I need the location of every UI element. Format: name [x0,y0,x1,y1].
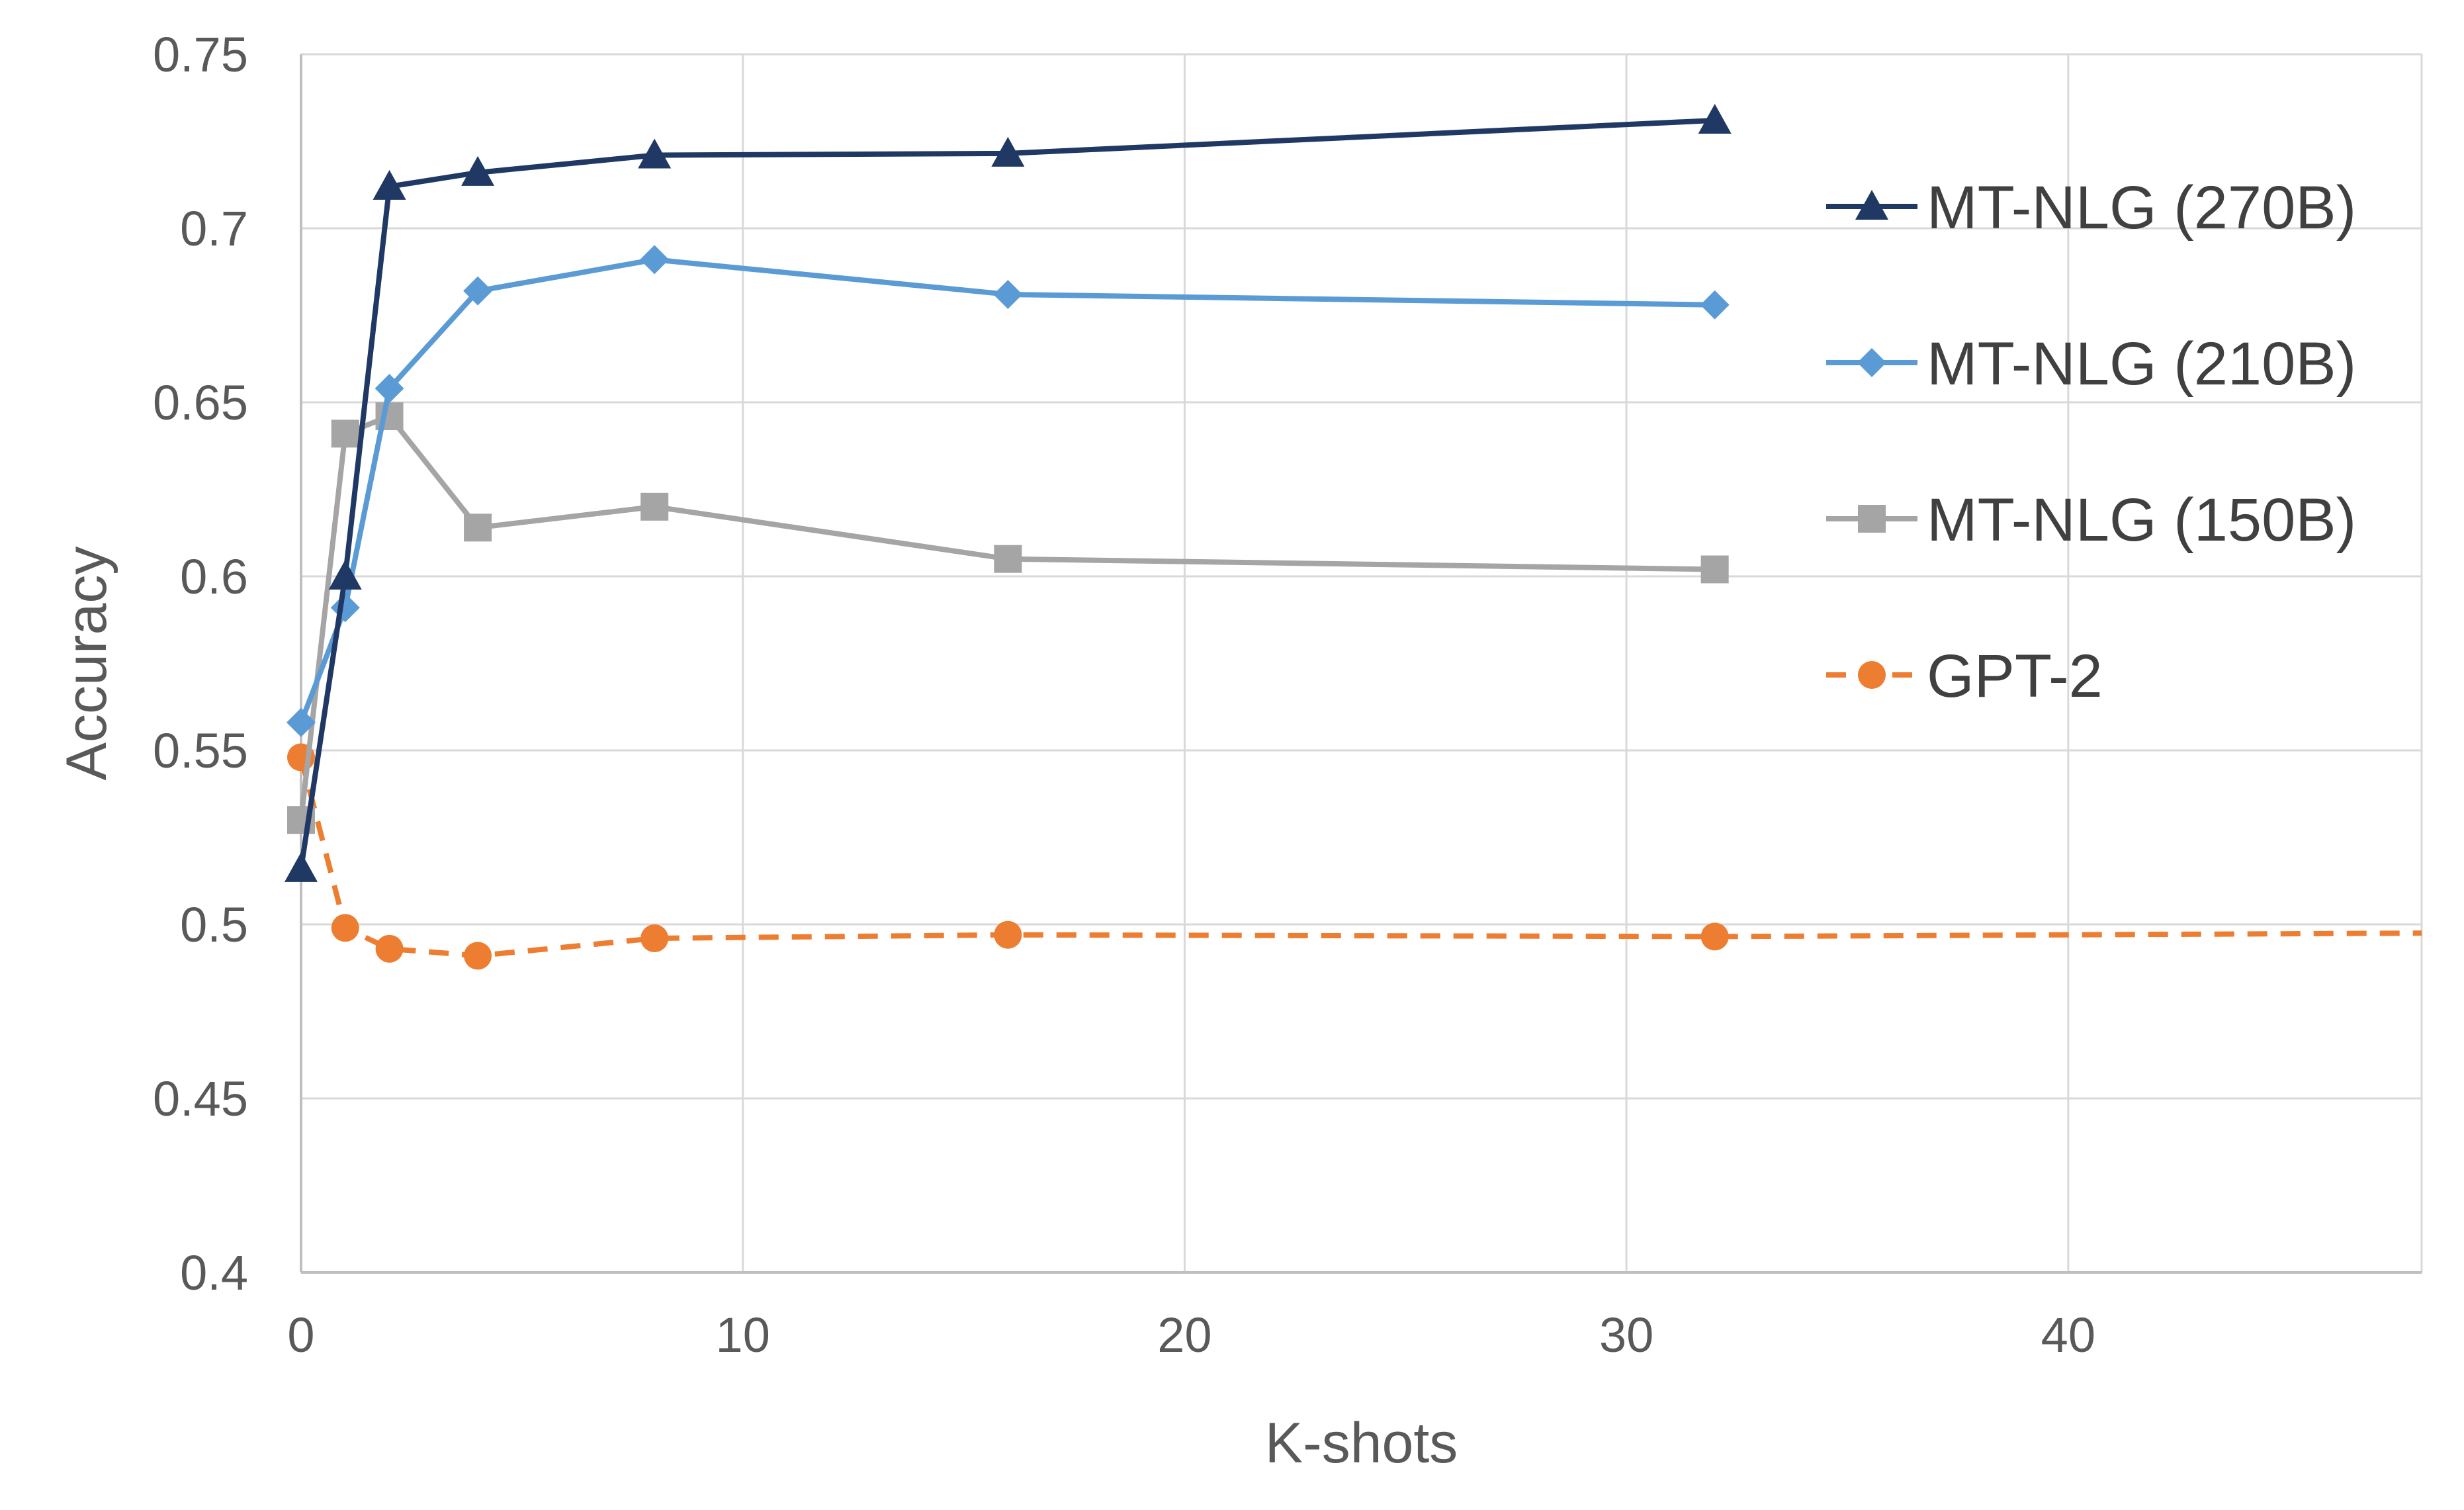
y-tick-label: 0.75 [153,27,248,82]
x-tick-label: 40 [2041,1308,2095,1362]
data-point [461,155,495,186]
axes: 0.4 0.45 0.5 0.55 0.6 0.65 0.7 0.75 0 10 20 30 40 [153,27,2422,1362]
series-group [285,103,1732,882]
y-tick-label: 0.55 [153,723,248,778]
y-tick-label: 0.65 [153,375,248,430]
data-point [1700,555,1729,584]
series-group [287,402,1729,834]
data-point [1700,290,1730,320]
data-point [375,934,404,963]
data-point [464,942,492,970]
data-point [374,373,404,403]
data-point [640,245,670,275]
legend-label: MT-NLG (210B) [1927,330,2356,398]
data-point [373,169,406,200]
y-tick-label: 0.45 [153,1071,248,1126]
legend-label: GPT-2 [1927,643,2103,710]
legend-marker [1858,505,1886,533]
legend-marker [1857,348,1886,377]
series-line [298,756,2422,959]
y-tick-label: 0.6 [180,549,248,604]
legend-marker [1858,661,1886,689]
legend-label: MT-NLG (270B) [1927,174,2356,242]
grid [301,53,2423,1272]
x-tick-label: 10 [716,1308,770,1362]
legend-item: MT-NLG (150B) [1826,486,2356,554]
legend-marker [1855,190,1888,220]
legend-item: GPT-2 [1826,643,2103,710]
series-line [298,257,1715,724]
data-point [331,914,359,942]
legend-item: MT-NLG (270B) [1826,174,2356,242]
series-group [287,743,2422,970]
data-point [1698,103,1732,134]
series-line [298,414,1715,821]
y-axis-title: Accuracy [55,547,118,781]
series-line [298,117,1715,869]
data-point [994,920,1022,949]
y-tick-label: 0.7 [180,201,248,256]
series [285,103,2422,970]
data-point [638,138,672,169]
y-tick-label: 0.5 [180,897,248,952]
data-point [993,279,1023,309]
data-point [331,420,359,448]
data-point [285,852,318,882]
series-group [286,245,1730,737]
data-point [286,707,316,737]
data-point [464,513,492,542]
data-point [640,492,669,521]
data-point [330,593,360,623]
x-tick-label: 30 [1599,1308,1653,1362]
x-tick-label: 20 [1157,1308,1211,1362]
data-point [1700,922,1729,951]
legend: MT-NLG (270B) MT-NLG (210B) MT-NLG (150B) G… [1826,174,2356,710]
legend-item: MT-NLG (210B) [1826,330,2356,398]
data-point [994,545,1022,573]
data-point [991,136,1025,167]
data-point [328,560,362,590]
data-point [640,924,669,953]
x-tick-label: 0 [287,1308,314,1362]
data-point [463,276,493,306]
legend-label: MT-NLG (150B) [1927,486,2356,554]
x-axis-title: K-shots [1265,1411,1458,1475]
y-tick-label: 0.4 [180,1245,248,1300]
